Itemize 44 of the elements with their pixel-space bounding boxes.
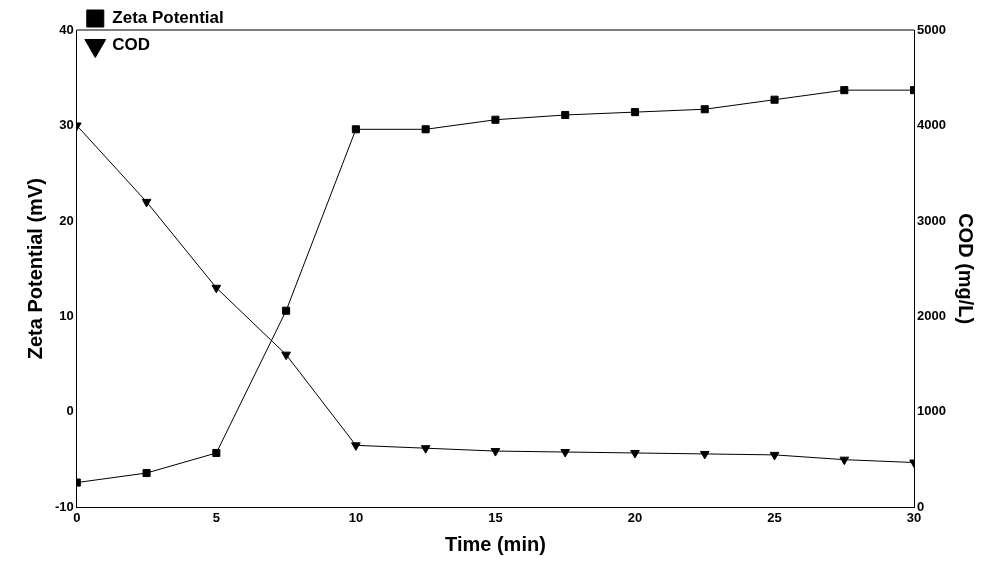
point xyxy=(770,95,779,104)
point xyxy=(630,108,640,117)
x-tick-label: 5 xyxy=(212,509,220,525)
x-axis-title: Time (min) xyxy=(445,532,546,555)
point xyxy=(630,449,640,459)
y2-axis-title: COD (mg/L) xyxy=(955,213,978,325)
point xyxy=(211,284,222,294)
point xyxy=(141,198,152,208)
x-tick-label: 15 xyxy=(488,509,503,525)
x-tick-label: 20 xyxy=(627,509,643,525)
x-tick-label: 10 xyxy=(348,509,364,525)
point xyxy=(420,445,431,454)
y-tick-label: 40 xyxy=(59,21,74,37)
legend-label: COD xyxy=(112,35,151,55)
point xyxy=(700,105,709,114)
point xyxy=(491,115,500,124)
point xyxy=(421,125,430,134)
y-tick-label: 10 xyxy=(59,308,74,324)
y2-tick-label: 4000 xyxy=(917,117,946,133)
y-tick-label: 0 xyxy=(66,403,74,419)
point xyxy=(490,448,501,457)
point xyxy=(351,125,360,134)
y-axis-title: Zeta Potential (mV) xyxy=(23,178,46,360)
point xyxy=(142,468,151,478)
point xyxy=(561,110,570,120)
point xyxy=(840,86,849,95)
y-tick-label: 30 xyxy=(59,117,74,133)
point xyxy=(281,351,291,361)
point xyxy=(351,442,361,451)
y2-tick-label: 5000 xyxy=(917,21,946,37)
point xyxy=(560,449,571,458)
y-tick-label: 20 xyxy=(59,212,74,228)
point xyxy=(212,448,221,458)
y2-tick-label: 3000 xyxy=(917,212,946,228)
y2-tick-label: 2000 xyxy=(917,308,946,324)
x-tick-label: 25 xyxy=(767,509,782,525)
y-tick-label: -10 xyxy=(54,498,74,514)
point xyxy=(699,450,710,460)
legend-label: Zeta Potential xyxy=(112,8,224,28)
point xyxy=(282,306,291,315)
point xyxy=(769,451,780,461)
point xyxy=(839,456,850,466)
y2-tick-label: 0 xyxy=(917,498,925,514)
y2-tick-label: 1000 xyxy=(917,403,946,419)
